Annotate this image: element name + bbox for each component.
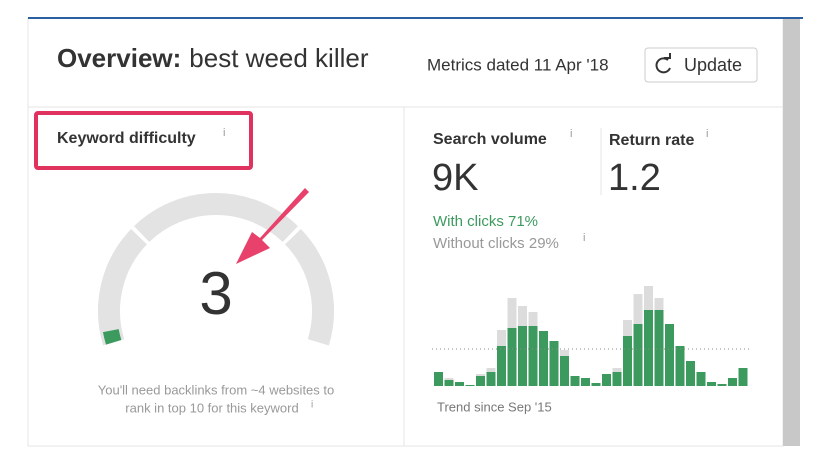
bar-with-clicks (717, 384, 727, 386)
kd-note: You'll need backlinks from ~4 websites t… (98, 382, 335, 397)
bar-with-clicks (581, 378, 590, 386)
bar-without-clicks (476, 374, 485, 376)
rr-label: Return rate (609, 132, 694, 149)
bar-with-clicks (623, 336, 632, 386)
without-clicks: Without clicks 29% (433, 235, 559, 252)
scrollbar (783, 18, 800, 446)
button-frame[interactable] (644, 47, 758, 83)
bar-without-clicks (507, 298, 517, 328)
bar-without-clicks (486, 368, 496, 372)
bar-with-clicks (665, 324, 674, 386)
bar-with-clicks (675, 346, 685, 386)
bar-without-clicks (633, 294, 643, 324)
bar-with-clicks (455, 382, 464, 386)
bar-with-clicks (560, 356, 569, 386)
gauge-value (102, 329, 122, 345)
bar-without-clicks (497, 330, 506, 346)
refresh-icon[interactable] (664, 53, 671, 59)
info-icon: i (583, 232, 585, 244)
title: Overview: best weed killer (57, 43, 369, 73)
trend-caption: Trend since Sep '15 (437, 399, 552, 414)
sv-value: 9K (432, 157, 478, 199)
bar-with-clicks (644, 310, 653, 386)
info-icon: i (311, 400, 313, 411)
bar-with-clicks (549, 341, 559, 386)
bar-without-clicks (444, 378, 454, 380)
kd-note: rank in top 10 for this keyword (125, 400, 298, 415)
kd-label: Keyword difficulty (57, 130, 196, 147)
bar-without-clicks (623, 320, 632, 336)
bar-without-clicks (518, 306, 527, 326)
bar-with-clicks (686, 361, 695, 386)
bar-with-clicks (707, 382, 716, 386)
button-label[interactable]: Update (684, 55, 742, 75)
gauge (98, 193, 334, 346)
refresh-icon[interactable] (655, 57, 671, 74)
bar-with-clicks (434, 372, 443, 386)
bar-with-clicks (570, 376, 580, 386)
bar-without-clicks (528, 312, 538, 326)
info-icon: i (706, 128, 708, 140)
bar-with-clicks (444, 380, 454, 386)
bar-with-clicks (507, 328, 517, 386)
update-button[interactable]: Update (644, 47, 758, 83)
bar-with-clicks (476, 376, 485, 386)
sv-label: Search volume (433, 131, 547, 148)
bar-with-clicks (728, 378, 737, 386)
bar-with-clicks (486, 372, 496, 386)
bar-with-clicks (497, 346, 506, 386)
bar-with-clicks (612, 372, 622, 386)
gauge-track (284, 229, 334, 346)
bar-with-clicks (465, 385, 475, 386)
info-icon: i (570, 128, 572, 140)
bar-without-clicks (612, 368, 622, 372)
highlight-box (34, 111, 253, 170)
gauge-track (134, 193, 298, 243)
bar-with-clicks (654, 310, 664, 386)
bar-with-clicks (591, 383, 601, 386)
bar-without-clicks (560, 350, 569, 356)
bar-without-clicks (654, 298, 664, 310)
bar-with-clicks (528, 326, 538, 386)
rr-value: 1.2 (608, 157, 661, 199)
bar-with-clicks (738, 368, 748, 386)
bar-without-clicks (644, 286, 653, 310)
trend-chart (432, 286, 749, 386)
bar-with-clicks (696, 372, 706, 386)
bar-with-clicks (518, 326, 527, 386)
gauge-track (98, 229, 148, 346)
kd-value: 3 (199, 260, 232, 327)
info-icon: i (223, 127, 225, 139)
bar-with-clicks (539, 331, 548, 386)
metrics-date: Metrics dated 11 Apr '18 (427, 55, 609, 74)
bar-with-clicks (633, 324, 643, 386)
bar-with-clicks (602, 374, 611, 386)
with-clicks: With clicks 71% (433, 213, 538, 230)
arrow (236, 188, 309, 264)
